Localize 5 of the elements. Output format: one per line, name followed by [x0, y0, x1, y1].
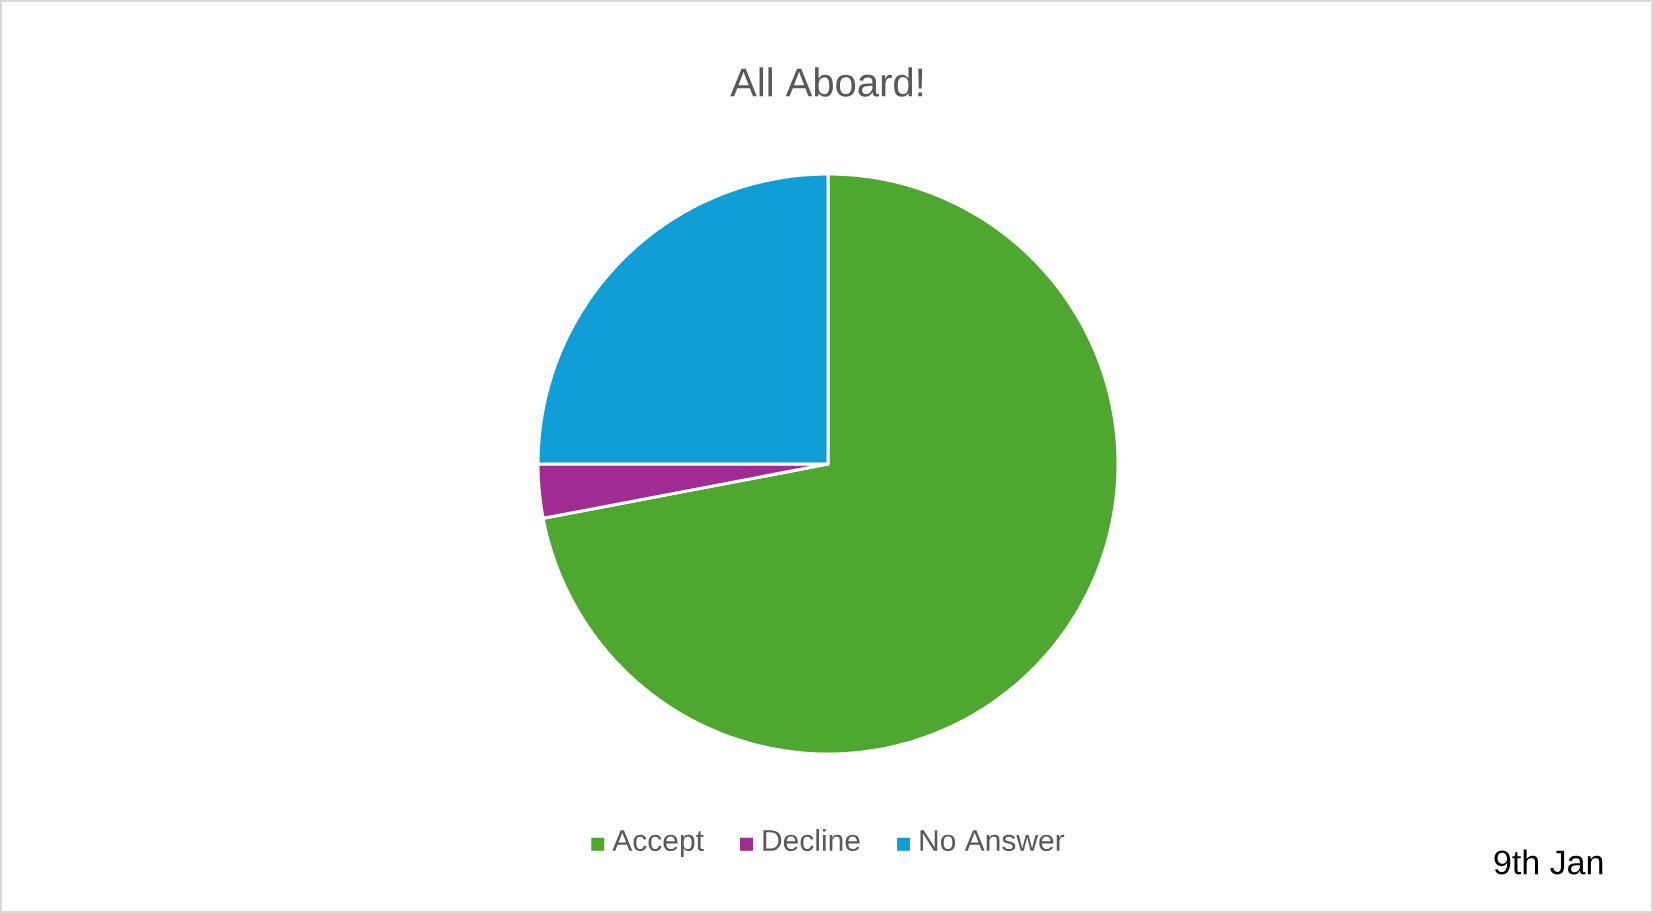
legend-label: Decline: [763, 829, 860, 852]
chart-title: All Aboard!: [730, 67, 923, 97]
legend-label: Accept: [612, 830, 704, 857]
legend-label: No Answer: [920, 830, 1065, 852]
text: 9th Jan: [1494, 849, 1603, 875]
